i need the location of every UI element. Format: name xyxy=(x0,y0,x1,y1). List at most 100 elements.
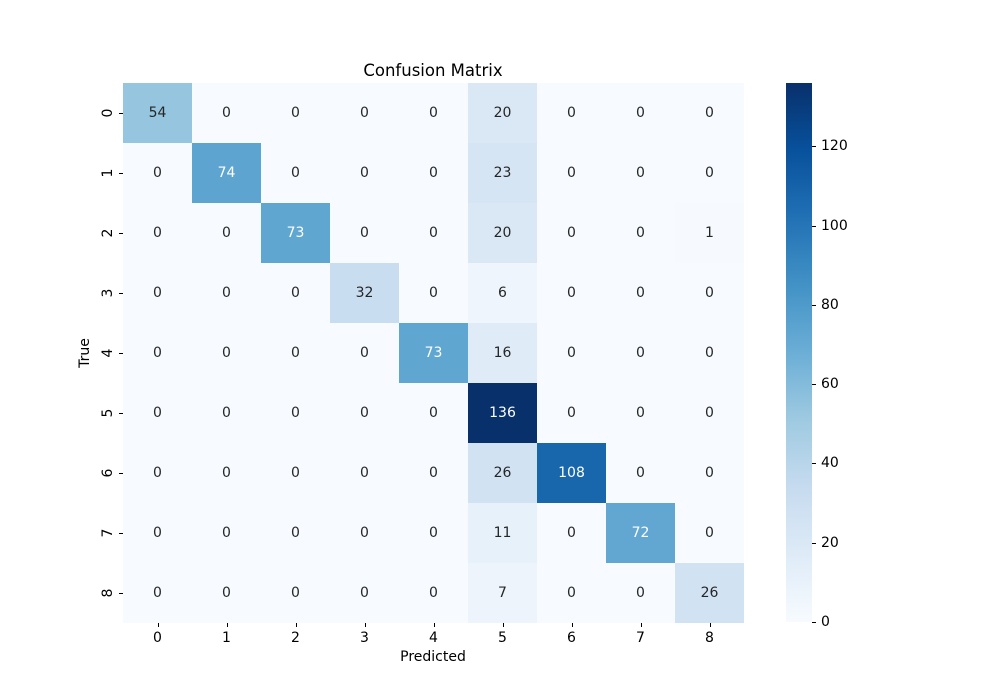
heatmap-cell: 7 xyxy=(468,563,537,623)
heatmap-cell: 0 xyxy=(399,503,468,563)
heatmap-cell: 0 xyxy=(192,563,261,623)
y-tick-label: 3 xyxy=(100,288,116,298)
heatmap-cell: 54 xyxy=(123,83,192,143)
heatmap-cell: 0 xyxy=(399,143,468,203)
chart-title: Confusion Matrix xyxy=(363,61,503,80)
heatmap-cell: 0 xyxy=(537,83,606,143)
heatmap-cell: 0 xyxy=(192,263,261,323)
colorbar-tick-label: 120 xyxy=(821,138,848,155)
y-tick-label: 6 xyxy=(100,468,116,478)
heatmap-cell: 0 xyxy=(675,383,744,443)
heatmap-cell: 0 xyxy=(606,263,675,323)
heatmap-cell: 0 xyxy=(675,83,744,143)
x-tick-mark xyxy=(226,623,228,627)
colorbar-tick-label: 20 xyxy=(821,534,839,551)
heatmap-cell: 73 xyxy=(399,323,468,383)
heatmap-cell: 0 xyxy=(261,563,330,623)
x-axis-label: Predicted xyxy=(400,649,466,665)
colorbar-tick-mark xyxy=(812,146,816,148)
y-tick-label: 7 xyxy=(100,528,116,538)
heatmap-cell: 0 xyxy=(123,323,192,383)
x-tick-label: 5 xyxy=(498,630,507,646)
heatmap-cell: 0 xyxy=(330,443,399,503)
colorbar-tick-mark xyxy=(812,384,816,386)
heatmap-cell: 0 xyxy=(537,503,606,563)
heatmap-cell: 0 xyxy=(192,83,261,143)
heatmap-cell: 0 xyxy=(192,323,261,383)
heatmap-cell: 0 xyxy=(261,443,330,503)
x-tick-mark xyxy=(571,623,573,627)
heatmap-cell: 0 xyxy=(537,323,606,383)
heatmap-cell: 0 xyxy=(123,503,192,563)
x-tick-label: 6 xyxy=(567,630,576,646)
heatmap-cell: 0 xyxy=(537,143,606,203)
heatmap-cell: 0 xyxy=(261,263,330,323)
heatmap-cell: 0 xyxy=(261,83,330,143)
heatmap-cell: 0 xyxy=(123,203,192,263)
heatmap-cell: 0 xyxy=(606,323,675,383)
heatmap-cell: 0 xyxy=(261,383,330,443)
colorbar-tick-mark xyxy=(812,225,816,227)
y-tick-label: 0 xyxy=(100,108,116,118)
heatmap-cell: 0 xyxy=(537,203,606,263)
x-tick-label: 0 xyxy=(153,630,162,646)
x-tick-mark xyxy=(157,623,159,627)
y-axis-label: True xyxy=(77,338,93,368)
heatmap-cell: 0 xyxy=(675,443,744,503)
y-tick-mark xyxy=(119,293,123,294)
heatmap-cell: 0 xyxy=(606,563,675,623)
heatmap-cell: 0 xyxy=(537,563,606,623)
heatmap-cell: 0 xyxy=(330,503,399,563)
heatmap-cell: 0 xyxy=(606,383,675,443)
heatmap-cell: 0 xyxy=(192,203,261,263)
x-tick-mark xyxy=(433,623,435,627)
heatmap-cell: 0 xyxy=(123,263,192,323)
colorbar-tick-mark xyxy=(812,542,816,544)
heatmap-cell: 0 xyxy=(123,143,192,203)
heatmap-cell: 0 xyxy=(261,143,330,203)
heatmap-cell: 0 xyxy=(123,383,192,443)
heatmap-cell: 0 xyxy=(399,263,468,323)
y-tick-mark xyxy=(119,233,123,234)
y-tick-mark xyxy=(119,533,123,534)
heatmap-cell: 16 xyxy=(468,323,537,383)
heatmap-cell: 0 xyxy=(330,83,399,143)
y-tick-label: 8 xyxy=(100,588,116,598)
heatmap-cell: 0 xyxy=(330,383,399,443)
heatmap-cell: 0 xyxy=(330,143,399,203)
heatmap-cell: 0 xyxy=(192,383,261,443)
colorbar-tick-label: 100 xyxy=(821,217,848,234)
heatmap-cell: 0 xyxy=(330,323,399,383)
heatmap-cell: 20 xyxy=(468,83,537,143)
y-tick-mark xyxy=(119,473,123,474)
heatmap-cell: 26 xyxy=(675,563,744,623)
heatmap-cell: 0 xyxy=(606,83,675,143)
colorbar-tick-mark xyxy=(812,622,816,623)
colorbar-tick-label: 0 xyxy=(821,614,830,630)
colorbar-tick-mark xyxy=(812,463,816,465)
colorbar-tick-label: 40 xyxy=(821,455,839,472)
x-tick-mark xyxy=(709,623,711,627)
heatmap-cell: 136 xyxy=(468,383,537,443)
y-tick-mark xyxy=(119,113,123,114)
x-tick-label: 1 xyxy=(222,630,231,646)
y-tick-mark xyxy=(119,173,123,174)
heatmap-cell: 0 xyxy=(675,323,744,383)
x-tick-label: 8 xyxy=(705,630,714,646)
y-tick-mark xyxy=(119,593,123,594)
heatmap-cell: 1 xyxy=(675,203,744,263)
colorbar-tick-label: 60 xyxy=(821,376,839,393)
heatmap-cell: 0 xyxy=(123,563,192,623)
heatmap-grid: 54 0 0 0 0 20 0 0 0 0 74 0 0 0 23 0 0 0 0 0 73 0 0 20 0 0 1 0 0 0 32 0 6… xyxy=(123,83,744,623)
heatmap-cell: 72 xyxy=(606,503,675,563)
heatmap-cell: 0 xyxy=(675,503,744,563)
heatmap-cell: 0 xyxy=(606,443,675,503)
heatmap-cell: 20 xyxy=(468,203,537,263)
x-tick-label: 4 xyxy=(429,630,438,646)
heatmap-cell: 0 xyxy=(675,263,744,323)
heatmap-cell: 0 xyxy=(606,143,675,203)
heatmap-cell: 0 xyxy=(192,443,261,503)
heatmap-cell: 0 xyxy=(330,563,399,623)
x-tick-label: 2 xyxy=(291,630,300,646)
heatmap-cell: 6 xyxy=(468,263,537,323)
